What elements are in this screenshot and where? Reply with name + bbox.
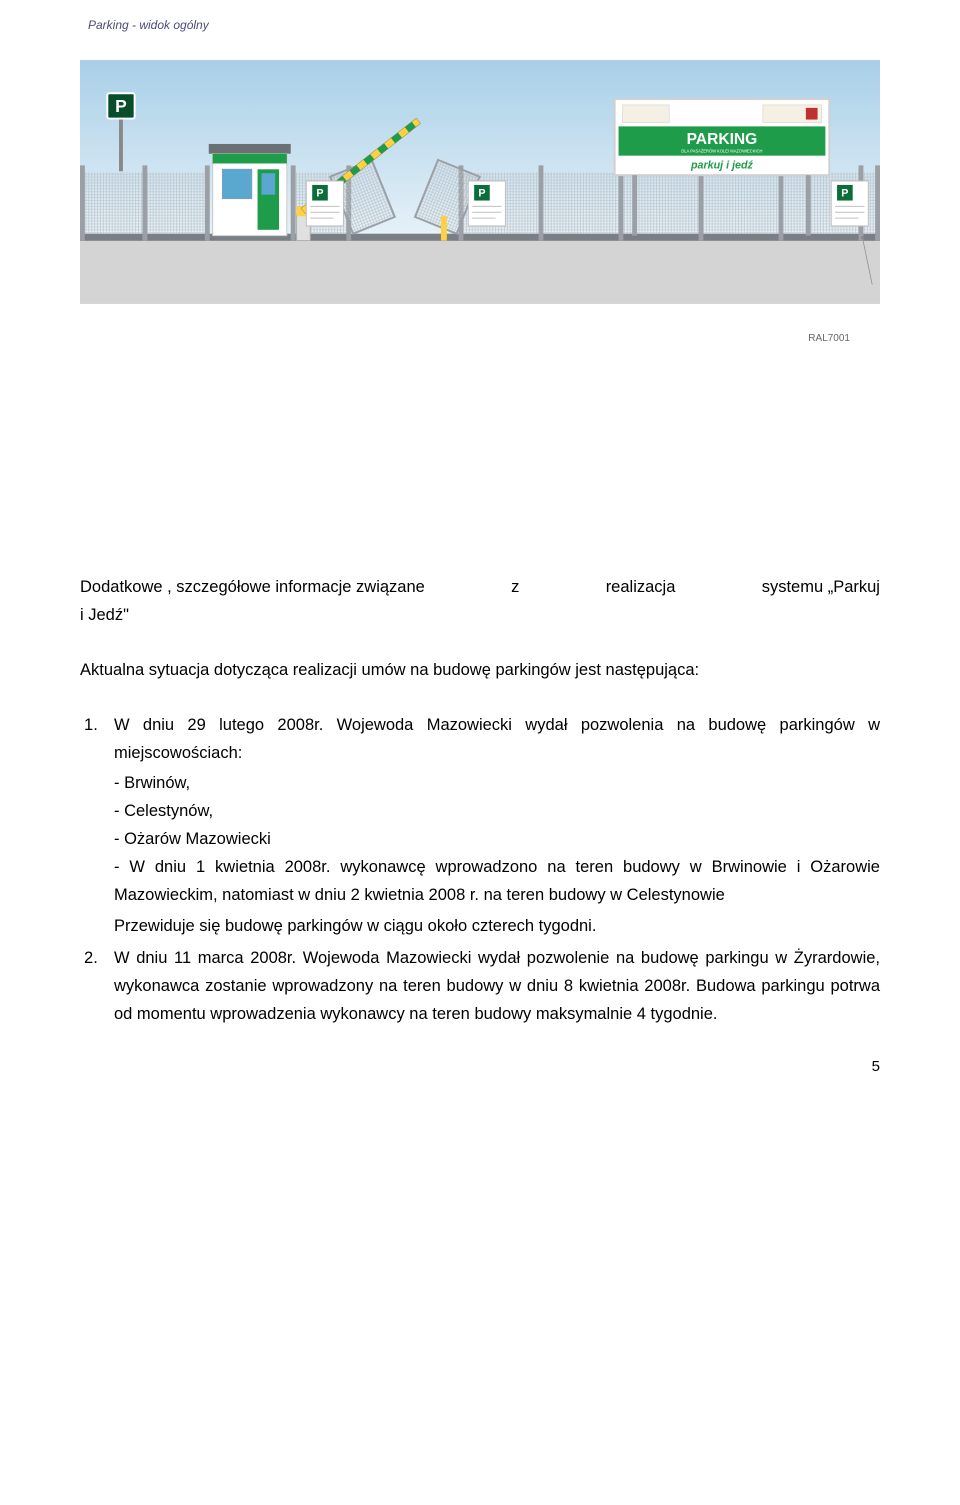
big-sign-title: PARKING — [687, 131, 758, 148]
document-page: Parking - widok ogólny — [0, 0, 960, 1115]
booth-icon — [209, 144, 291, 236]
list-item-2: W dniu 11 marca 2008r. Wojewoda Mazowiec… — [80, 944, 880, 1028]
intro1d: systemu „Parkuj — [762, 574, 880, 600]
sub-item: - Brwinów, — [114, 769, 880, 797]
list-item-1-tail: Przewiduje się budowę parkingów w ciągu … — [114, 917, 596, 935]
intro1c: realizacja — [606, 574, 676, 600]
intro-paragraph-1: Dodatkowe , szczegółowe informacje związ… — [80, 574, 880, 600]
p-info-sign-left: P — [306, 181, 343, 226]
sub-list-1: - Brwinów, - Celestynów, - Ożarów Mazowi… — [114, 769, 880, 909]
sub-item: - Celestynów, — [114, 797, 880, 825]
illustration-caption: Parking - widok ogólny — [88, 18, 880, 32]
sub-item: - W dniu 1 kwietnia 2008r. wykonawcę wpr… — [114, 853, 880, 909]
list-item-1-lead: W dniu 29 lutego 2008r. Wojewoda Mazowie… — [114, 716, 880, 762]
svg-text:P: P — [478, 188, 485, 200]
body-text-block: Dodatkowe , szczegółowe informacje związ… — [80, 574, 880, 1075]
list-item-2-lead: W dniu 11 marca 2008r. Wojewoda Mazowiec… — [114, 949, 880, 1023]
ral-color-label: RAL7001 — [80, 333, 880, 344]
svg-text:P: P — [841, 188, 848, 200]
big-sign-slogan: parkuj i jedź — [690, 159, 754, 171]
illustration-frame: PARKING DLA PASAŻERÓW KOLEI MAZOWIECKICH… — [80, 42, 880, 344]
list-item-1: W dniu 29 lutego 2008r. Wojewoda Mazowie… — [80, 711, 880, 939]
sub-item: - Ożarów Mazowiecki — [114, 825, 880, 853]
page-number: 5 — [80, 1058, 880, 1075]
intro-paragraph-1b: i Jedź" — [80, 602, 880, 628]
intro1a: Dodatkowe , szczegółowe informacje związ… — [80, 574, 425, 600]
intro1b: z — [511, 574, 519, 600]
intro-paragraph-2: Aktualna sytuacja dotycząca realizacji u… — [80, 657, 880, 683]
svg-text:P: P — [115, 96, 127, 116]
p-info-sign-right: P — [468, 181, 505, 226]
parking-illustration: PARKING DLA PASAŻERÓW KOLEI MAZOWIECKICH… — [80, 42, 880, 322]
svg-text:P: P — [316, 188, 323, 200]
numbered-list: W dniu 29 lutego 2008r. Wojewoda Mazowie… — [80, 711, 880, 1028]
p-info-sign-far-right: P — [831, 181, 868, 226]
big-sign-sub: DLA PASAŻERÓW KOLEI MAZOWIECKICH — [681, 149, 762, 154]
